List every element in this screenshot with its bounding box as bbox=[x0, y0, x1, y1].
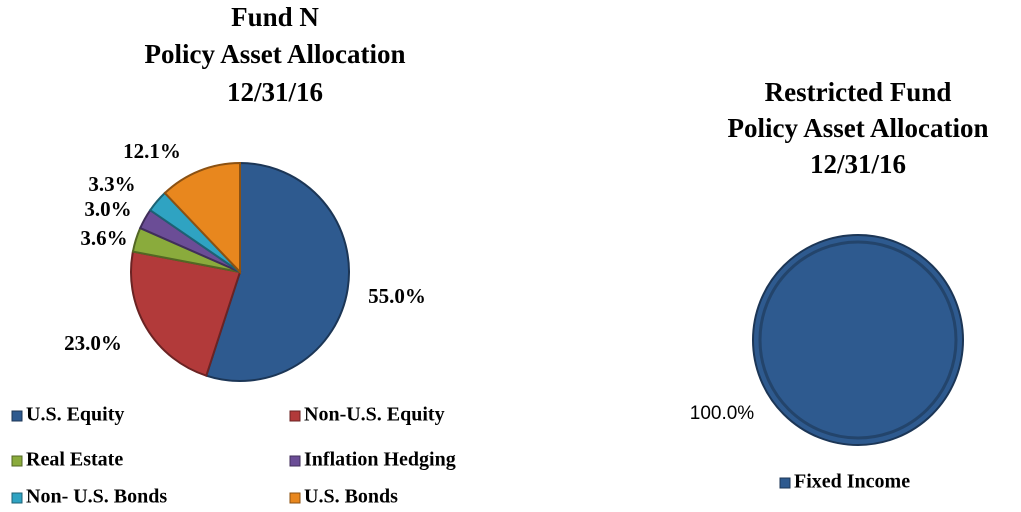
slice-bevel bbox=[758, 240, 958, 440]
legend-label: Non-U.S. Equity bbox=[304, 404, 445, 426]
chart-title: Policy Asset Allocation bbox=[145, 39, 406, 69]
chart-title: 12/31/16 bbox=[810, 149, 906, 179]
legend-swatch bbox=[289, 410, 301, 422]
chart-title: Fund N bbox=[231, 2, 319, 32]
data-label: 100.0% bbox=[690, 403, 755, 424]
legend-label: Real Estate bbox=[26, 449, 123, 471]
chart-title: 12/31/16 bbox=[227, 77, 323, 107]
legend-swatch bbox=[289, 492, 301, 504]
chart-title: Policy Asset Allocation bbox=[728, 113, 989, 143]
data-label: 3.0% bbox=[84, 197, 131, 221]
pie-slice bbox=[130, 250, 242, 377]
legend-label: U.S. Equity bbox=[26, 404, 124, 426]
legend-swatch bbox=[11, 410, 23, 422]
pie-slice bbox=[752, 234, 964, 446]
legend-label: Fixed Income bbox=[794, 471, 910, 493]
legend-swatch bbox=[289, 455, 301, 467]
data-label: 55.0% bbox=[368, 284, 426, 308]
data-label: 3.3% bbox=[88, 172, 135, 196]
chart-title: Restricted Fund bbox=[765, 77, 952, 107]
data-label: 23.0% bbox=[64, 331, 122, 355]
legend-label: U.S. Bonds bbox=[304, 486, 398, 508]
pie-slice bbox=[205, 161, 350, 382]
legend-label: Non- U.S. Bonds bbox=[26, 486, 167, 508]
legend-swatch bbox=[11, 455, 23, 467]
legend-swatch bbox=[11, 492, 23, 504]
data-label: 12.1% bbox=[123, 139, 181, 163]
pie-slice bbox=[163, 161, 241, 275]
data-label: 3.6% bbox=[80, 226, 127, 250]
legend-swatch bbox=[779, 477, 791, 489]
legend-label: Inflation Hedging bbox=[304, 449, 456, 471]
